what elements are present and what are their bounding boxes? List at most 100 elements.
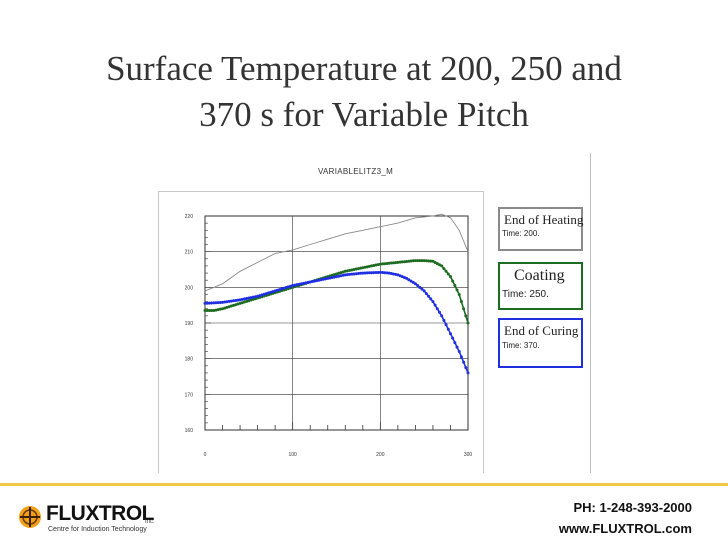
series-point-coating — [396, 260, 400, 264]
series-point-coating — [411, 259, 415, 263]
series-point-end-of-curing — [440, 314, 444, 318]
series-point-end-of-curing — [354, 272, 358, 276]
series-point-end-of-curing — [422, 289, 426, 293]
series-point-coating — [402, 260, 406, 264]
series-point-coating — [440, 264, 444, 268]
series-point-end-of-curing — [451, 336, 455, 340]
series-point-end-of-curing — [444, 323, 448, 327]
series-point-coating — [210, 309, 214, 313]
series-point-coating — [457, 292, 461, 296]
series-point-coating — [385, 261, 389, 265]
legend-title-coating: Coating — [514, 267, 565, 284]
series-point-end-of-curing — [227, 299, 231, 303]
series-point-end-of-curing — [361, 271, 365, 275]
legend-box-coating: Coating Time: 250. — [498, 262, 583, 310]
chart-title: VARIABLELITZ3_M — [318, 167, 394, 176]
series-point-coating — [444, 269, 448, 273]
series-point-end-of-curing — [457, 350, 461, 354]
series-point-end-of-curing — [405, 276, 409, 280]
series-point-end-of-curing — [231, 299, 235, 303]
series-point-end-of-curing — [385, 271, 389, 275]
series-point-end-of-curing — [214, 301, 218, 305]
legend-box-end-of-heating: End of Heating Time: 200. — [498, 207, 583, 251]
series-point-end-of-curing — [345, 273, 349, 277]
series-point-coating — [383, 262, 387, 266]
brand-suffix: Inc. — [145, 519, 155, 525]
series-point-coating — [420, 259, 424, 263]
series-point-end-of-curing — [374, 271, 378, 275]
series-point-end-of-curing — [431, 300, 435, 304]
series-point-end-of-curing — [464, 366, 468, 370]
series-point-coating — [398, 260, 402, 264]
series-point-coating — [394, 261, 398, 265]
series-point-coating — [400, 260, 404, 264]
legend-box-end-of-curing: End of Curing Time: 370. — [498, 318, 583, 368]
series-point-end-of-curing — [212, 301, 216, 305]
series-point-coating — [424, 259, 428, 263]
series-point-end-of-curing — [459, 355, 463, 359]
footer-divider — [0, 483, 728, 486]
series-point-end-of-curing — [378, 270, 382, 274]
series-point-end-of-curing — [236, 298, 240, 302]
series-point-end-of-curing — [438, 310, 442, 314]
series-point-end-of-curing — [407, 278, 411, 282]
series-point-coating — [451, 279, 455, 283]
series-point-end-of-curing — [225, 300, 229, 304]
legend-time-end-of-heating: Time: 200. — [502, 229, 540, 238]
series-point-end-of-curing — [367, 271, 371, 275]
series-point-end-of-curing — [207, 301, 211, 305]
contact-phone: PH: 1-248-393-2000 — [573, 500, 692, 515]
series-point-end-of-curing — [453, 341, 457, 345]
y-tick-label: 200 — [185, 285, 194, 291]
slide-title-line-2: 370 s for Variable Pitch — [199, 95, 529, 134]
contact-website[interactable]: www.FLUXTROL.com — [558, 521, 692, 536]
legend-time-coating: Time: 250. — [502, 289, 549, 300]
x-tick-label: 300 — [464, 452, 473, 458]
series-point-coating — [378, 262, 382, 266]
series-point-coating — [429, 259, 433, 263]
series-point-end-of-curing — [411, 280, 415, 284]
series-point-end-of-curing — [446, 327, 450, 331]
series-point-end-of-curing — [229, 299, 233, 303]
series-point-end-of-curing — [427, 294, 431, 298]
temperature-chart: 160 170 180 190 200 210 220 0 100 200 300 — [185, 213, 473, 458]
series-point-end-of-curing — [216, 301, 220, 305]
series-point-end-of-curing — [205, 301, 209, 305]
series-point-coating — [207, 309, 211, 313]
series-point-end-of-curing — [433, 303, 437, 307]
slide-title-line-1: Surface Temperature at 200, 250 and — [106, 49, 622, 88]
slide-title: Surface Temperature at 200, 250 and 370 … — [0, 46, 728, 138]
x-tick-label: 200 — [376, 452, 385, 458]
x-tick-label: 0 — [204, 452, 207, 458]
series-point-coating — [391, 261, 395, 265]
series-point-end-of-curing — [413, 282, 417, 286]
series-point-end-of-curing — [223, 300, 227, 304]
series-point-coating — [405, 259, 409, 263]
series-point-coating — [389, 261, 393, 265]
series-point-coating — [422, 259, 426, 263]
series-point-coating — [466, 321, 470, 325]
series-point-end-of-curing — [448, 332, 452, 336]
series-point-coating — [462, 307, 466, 311]
series-point-coating — [409, 259, 413, 263]
series-point-coating — [427, 259, 431, 263]
y-tick-label: 170 — [185, 392, 194, 398]
series-point-coating — [446, 272, 450, 276]
fluxtrol-logo-icon — [19, 506, 41, 528]
series-point-end-of-curing — [429, 297, 433, 301]
series-point-end-of-curing — [424, 292, 428, 296]
footer — [0, 486, 728, 546]
series-point-end-of-curing — [350, 272, 354, 276]
series-point-end-of-curing — [376, 270, 380, 274]
series-point-end-of-curing — [381, 271, 385, 275]
series-point-coating — [413, 259, 417, 263]
series-point-coating — [453, 284, 457, 288]
series-point-end-of-curing — [203, 301, 207, 305]
series-point-end-of-curing — [383, 271, 387, 275]
series-point-coating — [448, 275, 452, 279]
series-point-end-of-curing — [221, 300, 225, 304]
series-point-end-of-curing — [420, 287, 424, 291]
series-point-end-of-curing — [466, 371, 470, 375]
series-point-end-of-curing — [435, 307, 439, 311]
brand-name: FLUXTROL — [46, 502, 154, 525]
